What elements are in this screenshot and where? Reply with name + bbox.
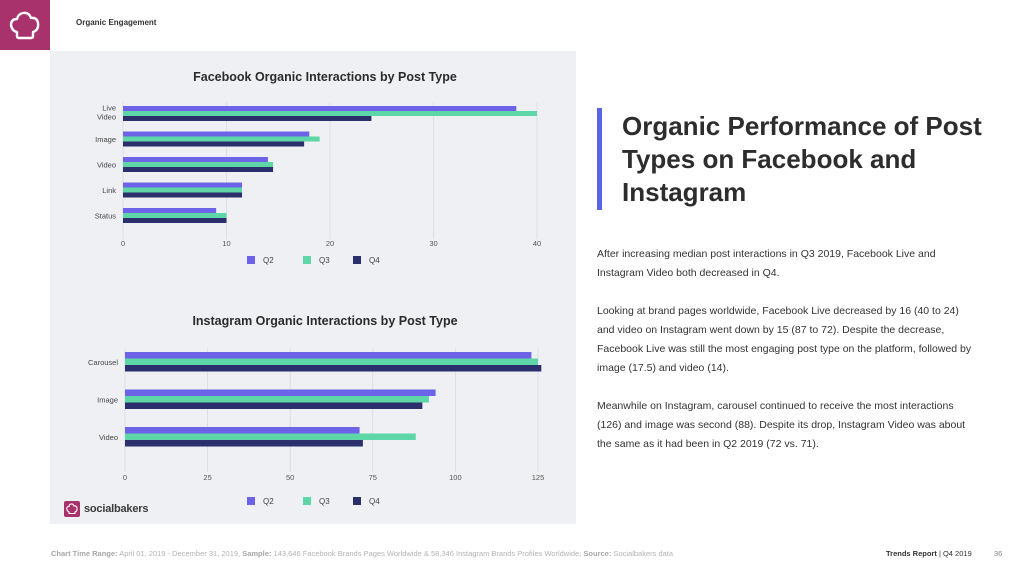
legend-label: Q2 (263, 256, 274, 265)
x-tick-label: 20 (326, 239, 334, 248)
bar-q2 (123, 208, 217, 213)
bar-q4 (123, 218, 227, 223)
legend-swatch-q4 (353, 256, 361, 264)
chart-title: Instagram Organic Interactions by Post T… (192, 314, 457, 328)
x-tick-label: 10 (222, 239, 230, 248)
bar-q2 (125, 389, 436, 396)
body-text: After increasing median post interaction… (597, 245, 975, 473)
source-label: Source: (583, 549, 612, 558)
category-label: Video (97, 113, 116, 122)
legend-swatch-q3 (303, 497, 311, 505)
report-label: Trends Report | Q4 2019 (886, 549, 972, 558)
x-tick-label: 75 (369, 473, 377, 482)
bar-q4 (125, 440, 363, 447)
bar-q2 (125, 427, 360, 434)
bar-q4 (123, 167, 274, 172)
footer-notes: Chart Time Range: April 01, 2019 - Decem… (51, 549, 673, 558)
category-label: Link (102, 186, 116, 195)
legend-label: Q4 (369, 497, 380, 506)
legend-label: Q3 (319, 497, 330, 506)
report-name: Trends Report (886, 549, 937, 558)
legend-label: Q2 (263, 497, 274, 506)
category-label: Carousel (88, 358, 118, 367)
section-title: Organic Engagement (76, 18, 157, 27)
legend-swatch-q2 (247, 497, 255, 505)
bar-q2 (123, 131, 310, 137)
time-range-label: Chart Time Range: (51, 549, 118, 558)
paragraph: Looking at brand pages worldwide, Facebo… (597, 305, 972, 374)
bar-q4 (123, 192, 243, 198)
page-number: 36 (994, 549, 1003, 558)
report-period: | Q4 2019 (938, 549, 972, 558)
bar-q3 (125, 433, 416, 440)
x-tick-label: 25 (203, 473, 211, 482)
paragraph: Meanwhile on Instagram, carousel continu… (597, 400, 966, 450)
x-tick-label: 40 (533, 239, 541, 248)
bar-q4 (123, 116, 372, 121)
source-value: Socialbakers data (613, 549, 674, 558)
bar-q2 (125, 352, 532, 359)
x-tick-label: 30 (429, 239, 437, 248)
category-label: Image (97, 395, 118, 404)
bar-q4 (125, 365, 542, 372)
headline-accent-bar (597, 108, 602, 210)
legend-swatch-q4 (353, 497, 361, 505)
x-tick-label: 125 (532, 473, 545, 482)
bar-q4 (123, 141, 305, 147)
category-label: Image (95, 135, 116, 144)
category-label: Status (95, 212, 117, 221)
paragraph: After increasing median post interaction… (597, 248, 936, 279)
legend-swatch-q2 (247, 256, 255, 264)
brand-name: socialbakers (84, 503, 149, 515)
x-tick-label: 100 (449, 473, 462, 482)
bar-q3 (123, 162, 274, 167)
time-range-value: April 01, 2019 - December 31, 2019, (119, 549, 241, 558)
category-label: Video (97, 161, 116, 170)
bar-q4 (125, 402, 423, 409)
charts-canvas: Facebook Organic Interactions by Post Ty… (88, 70, 545, 506)
x-tick-label: 0 (121, 239, 125, 248)
legend-label: Q3 (319, 256, 330, 265)
sample-value: 143,646 Facebook Brands Pages Worldwide … (273, 549, 582, 558)
legend-label: Q4 (369, 256, 380, 265)
bar-q3 (123, 111, 537, 116)
chef-hat-icon (9, 11, 40, 40)
bar-q3 (125, 358, 538, 365)
bar-q2 (123, 182, 243, 188)
bar-q2 (123, 106, 517, 111)
x-tick-label: 50 (286, 473, 294, 482)
x-tick-label: 0 (123, 473, 127, 482)
sample-label: Sample: (242, 549, 272, 558)
chart-panel: Facebook Organic Interactions by Post Ty… (50, 51, 576, 524)
brand-logo (0, 0, 50, 50)
legend-swatch-q3 (303, 256, 311, 264)
category-label: Video (99, 433, 118, 442)
bar-q3 (123, 187, 243, 193)
bar-q3 (123, 213, 227, 218)
category-label: Live (102, 104, 116, 113)
bar-q3 (125, 396, 429, 403)
socialbakers-logo-icon (64, 501, 80, 517)
bar-q3 (123, 136, 320, 142)
socialbakers-brand: socialbakers (64, 501, 148, 517)
bar-q2 (123, 157, 268, 162)
headline: Organic Performance of Post Types on Fac… (622, 111, 982, 207)
chart-title: Facebook Organic Interactions by Post Ty… (193, 70, 457, 84)
